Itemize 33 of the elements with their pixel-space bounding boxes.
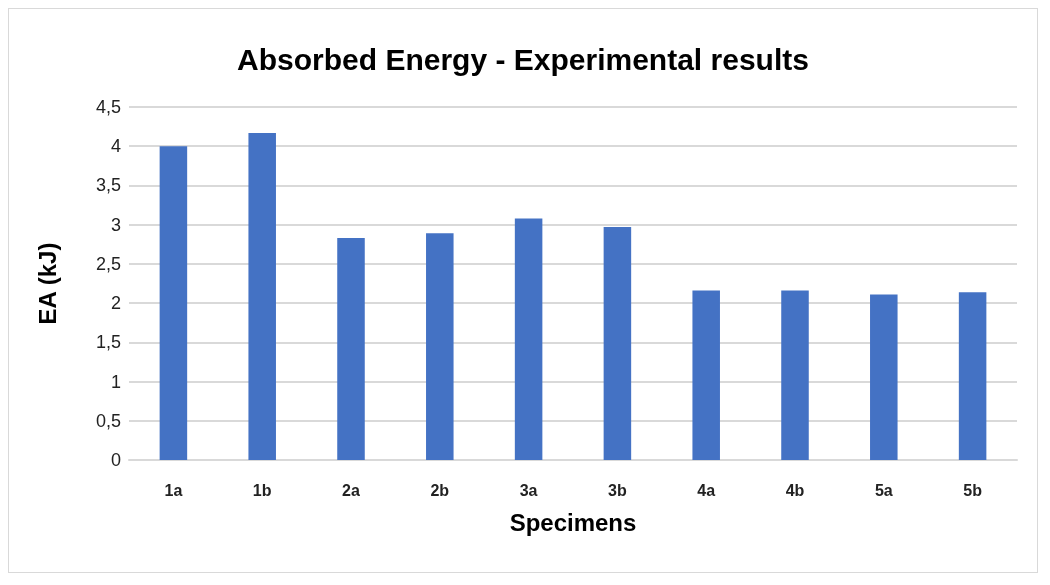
x-tick-label: 2b (430, 481, 450, 499)
y-tick-label: 3 (110, 214, 121, 235)
bar (692, 290, 720, 460)
y-tick-label: 0 (110, 450, 121, 470)
bar (958, 292, 987, 460)
bar (781, 290, 809, 460)
y-tick-label: 2 (110, 293, 121, 314)
x-tick-label: 5a (874, 481, 893, 499)
x-axis-title: Specimens (509, 508, 637, 536)
y-tick-label: 3,5 (95, 175, 121, 196)
x-tick-label: 2a (342, 481, 360, 499)
bar (514, 218, 543, 460)
x-tick-label: 4a (697, 481, 716, 499)
x-tick-label: 5b (963, 481, 983, 499)
x-tick-label: 1a (164, 481, 183, 499)
bar (337, 238, 365, 460)
x-tick-label: 3b (608, 481, 627, 499)
y-tick-label: 1,5 (95, 332, 121, 353)
y-tick-label: 1 (110, 371, 121, 392)
bar (426, 233, 454, 460)
y-tick-label: 2,5 (95, 253, 121, 274)
bar (159, 146, 188, 460)
bar (248, 132, 276, 460)
x-tick-label: 4b (785, 481, 805, 499)
bar (603, 227, 632, 460)
y-tick-label: 4 (110, 136, 121, 157)
y-axis-title: EA (kJ) (33, 242, 61, 325)
y-tick-label: 4,5 (95, 97, 121, 117)
chart-title: Absorbed Energy - Experimental results (237, 42, 809, 76)
x-tick-label: 3a (519, 481, 538, 499)
x-tick-label: 1b (252, 481, 272, 499)
y-tick-label: 0,5 (95, 410, 121, 431)
bar (870, 294, 898, 460)
